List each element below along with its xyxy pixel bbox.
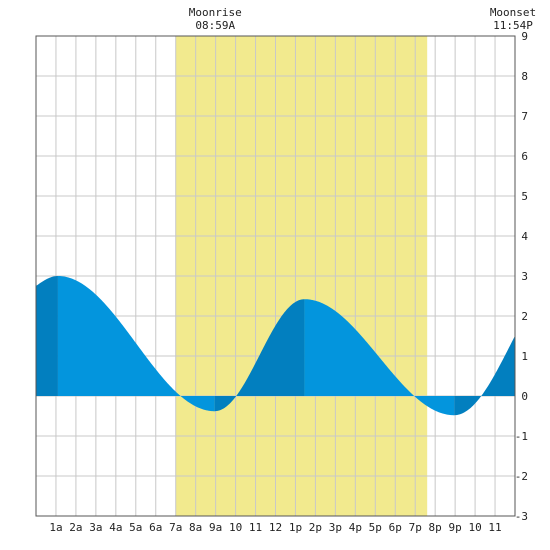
x-tick-label: 10 [468, 521, 481, 534]
x-tick-label: 8a [189, 521, 202, 534]
x-tick-label: 4p [349, 521, 362, 534]
x-tick-label: 7a [169, 521, 182, 534]
x-tick-label: 6a [149, 521, 162, 534]
x-tick-label: 5p [369, 521, 382, 534]
y-tick-label: -1 [515, 430, 528, 443]
y-tick-label: 0 [521, 390, 528, 403]
moon-event-label: Moonset [490, 6, 536, 19]
y-tick-label: 1 [521, 350, 528, 363]
y-tick-label: 8 [521, 70, 528, 83]
plot-border-layer [35, 35, 516, 517]
grid-layer [36, 35, 515, 517]
x-tick-label: 3p [329, 521, 342, 534]
x-tick-label: 2p [309, 521, 322, 534]
tide-area-falling [304, 299, 455, 416]
x-tick-label: 6p [389, 521, 402, 534]
y-tick-label: 6 [521, 150, 528, 163]
x-tick-label: 7p [409, 521, 422, 534]
tide-area-rising [36, 276, 58, 396]
tide-area-rising [214, 299, 305, 412]
y-tick-label: 2 [521, 310, 528, 323]
moon-event-time: 08:59A [195, 19, 235, 32]
x-axis-labels: 1a 2a 3a 4a 5a 6a 7a 8a 9a 10 11 12 1p 2p 3p 4p 5p 6p 7p 8p… [49, 521, 501, 534]
tide-layer [36, 276, 515, 416]
tide-area-falling [57, 276, 215, 412]
x-tick-label: 2a [69, 521, 82, 534]
x-tick-label: 5a [129, 521, 142, 534]
y-tick-label: 3 [521, 270, 528, 283]
x-tick-label: 1p [289, 521, 302, 534]
y-tick-label: -2 [515, 470, 528, 483]
tide-area-rising [454, 335, 515, 416]
x-tick-label: 11 [249, 521, 262, 534]
x-tick-label: 10 [229, 521, 242, 534]
x-tick-label: 9a [209, 521, 222, 534]
x-tick-label: 1a [49, 521, 62, 534]
y-tick-label: 7 [521, 110, 528, 123]
moon-event-label: Moonrise [189, 6, 242, 19]
x-tick-label: 8p [429, 521, 442, 534]
y-axis-labels: -3 -2 -1 0 1 2 3 4 5 6 7 8 9 [515, 30, 529, 523]
y-tick-label: -3 [515, 510, 528, 523]
moon-event-time: 11:54P [493, 19, 533, 32]
x-tick-label: 11 [488, 521, 501, 534]
x-tick-label: 12 [269, 521, 282, 534]
y-tick-label: 4 [521, 230, 528, 243]
y-tick-label: 5 [521, 190, 528, 203]
x-tick-label: 4a [109, 521, 122, 534]
plot-border [35, 35, 516, 517]
y-tick-label: 9 [521, 30, 528, 43]
x-tick-label: 3a [89, 521, 102, 534]
x-tick-label: 9p [449, 521, 462, 534]
